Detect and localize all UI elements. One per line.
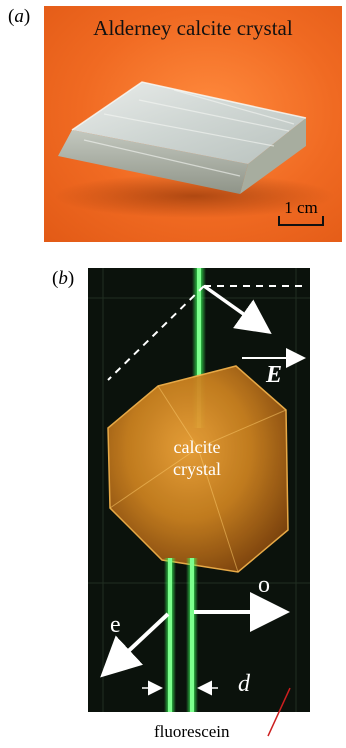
crystal-right-face: [240, 118, 306, 194]
dashed-guide-diagonal: [107, 285, 205, 381]
birefringence-illustration: [88, 268, 310, 712]
separation-label: d: [238, 671, 250, 697]
crystal-label: calcite crystal: [152, 436, 242, 480]
scale-bar-label: 1 cm: [284, 198, 318, 217]
panel-b-label: (b): [52, 268, 75, 289]
calcite-crystal-illustration: [54, 81, 334, 218]
polarisation-arrow: [202, 284, 272, 335]
ordinary-label: o: [258, 572, 270, 598]
fluorescein-label: fluorescein: [154, 722, 230, 741]
extraordinary-label: e: [110, 612, 121, 638]
panel-a-label: (a): [8, 6, 31, 27]
calcite-photo-panel: Alderney calcite crystal 1 cm: [44, 6, 342, 242]
birefringence-photo-panel: E calcite crystal o e d: [88, 268, 310, 712]
crystal-label-line1: calcite: [173, 437, 221, 457]
crystal-front-face: [58, 130, 248, 194]
photo-title: Alderney calcite crystal: [93, 16, 293, 40]
scale-bar: 1 cm: [276, 198, 326, 232]
field-label: E: [266, 362, 283, 388]
crystal-label-line2: crystal: [173, 459, 221, 479]
crystal-top-face: [72, 82, 306, 164]
crystal-edge-highlights: [71, 81, 307, 131]
crystal-shadow: [54, 174, 334, 218]
crystal-cleavage-lines: [83, 89, 295, 177]
extraordinary-polarisation-arrow: [100, 612, 170, 678]
scale-bar-line: [278, 216, 324, 226]
